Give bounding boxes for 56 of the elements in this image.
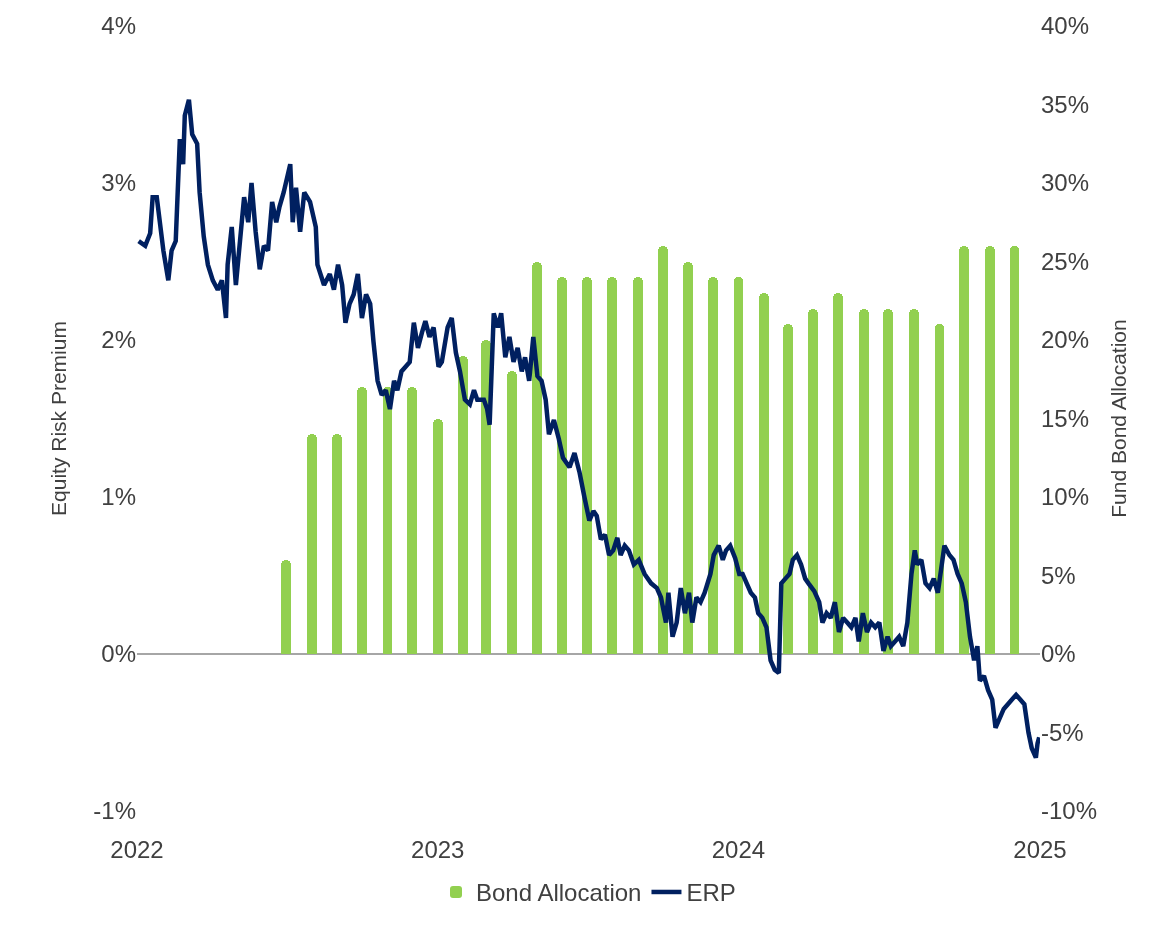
y2-tick-label: 0% [1041,640,1076,668]
x-tick-label: 2025 [1013,836,1067,863]
bar [808,309,818,654]
bar [734,277,743,654]
bar [281,560,291,654]
y2-tick-label: 5% [1041,561,1076,589]
y2-tick-label: 40% [1041,12,1090,40]
bar [407,387,417,654]
bar [458,356,468,654]
y2-tick-label: 10% [1041,483,1090,511]
y-tick-label: 1% [101,483,136,511]
bar [883,309,893,654]
y2-tick-label: 20% [1041,326,1090,354]
bar [433,419,443,654]
y-tick-label: -1% [93,797,136,825]
bar [859,309,869,654]
bar [357,387,367,654]
y-tick-label: 2% [101,326,136,354]
legend-label: Bond Allocation [476,879,642,907]
bar [833,293,843,654]
bar [383,387,392,654]
line-series [137,97,1040,760]
y-tick-label: 0% [101,640,136,668]
bar [633,277,643,654]
legend-label: ERP [686,879,736,907]
bar [532,262,542,654]
y2-tick-label: -5% [1041,718,1084,746]
bar [481,340,491,654]
bar [708,277,718,654]
x-tick-label: 2022 [110,836,164,863]
bar [759,293,769,654]
y2-axis-title: Fund Bond Allocation [1107,319,1131,518]
bar [1010,246,1019,654]
y2-tick-label: 15% [1041,404,1090,432]
bar [332,434,342,654]
x-tick-label: 2023 [411,836,465,863]
y-axis-title: Equity Risk Premium [47,321,71,516]
y2-tick-label: 25% [1041,247,1090,275]
bar [307,434,317,654]
bar [683,262,693,654]
y-tick-label: 3% [101,169,136,197]
bar [935,324,944,654]
bar [507,371,517,654]
bar [909,309,919,654]
bar [607,277,617,654]
y2-tick-label: 30% [1041,169,1090,197]
bar [985,246,995,654]
bar [557,277,567,654]
bar [582,277,592,654]
y2-tick-label: -10% [1041,797,1098,825]
x-tick-label: 2024 [711,836,766,863]
y-tick-label: 4% [101,12,136,40]
bar [783,324,793,654]
bar [658,246,668,654]
bar [959,246,969,654]
y2-tick-label: 35% [1041,90,1090,118]
